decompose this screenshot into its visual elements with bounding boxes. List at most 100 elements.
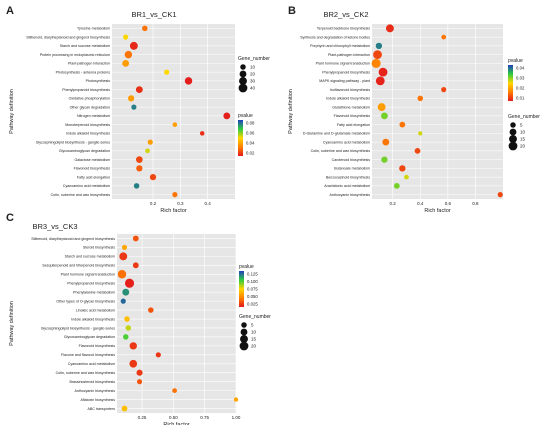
y-tick-label: Phenylalanine metabolism [73, 290, 115, 294]
size-legend-dot [509, 135, 517, 143]
data-point [497, 192, 503, 198]
size-legend-label: 10 [520, 130, 526, 135]
size-legend-dot [239, 341, 249, 351]
data-point [393, 182, 400, 189]
data-point [132, 235, 139, 242]
data-point [375, 42, 383, 50]
data-point [124, 50, 133, 59]
x-tick-label: 0.75 [200, 415, 209, 420]
data-point [145, 148, 150, 154]
y-tick-label: Linoleic acid metabolism [76, 308, 115, 312]
size-legend-label: 20 [251, 344, 257, 349]
size-legend-dot [238, 83, 248, 93]
data-point [172, 122, 178, 127]
y-tick-label: Other types of O-glycan biosynthesis [56, 299, 115, 303]
y-tick-label: Cyanoamino acid metabolism [323, 140, 370, 144]
data-point [132, 262, 139, 269]
data-point [385, 24, 394, 33]
color-legend-bar [508, 65, 513, 101]
y-tick-label: Fatty acid elongation [77, 175, 110, 179]
color-legend-bar [239, 271, 244, 307]
size-legend-title: Gene_number [508, 114, 540, 120]
data-point [121, 244, 128, 251]
color-legend-tick: 0.050 [247, 294, 258, 299]
y-tick-label: Phenylpropanoid biosynthesis [62, 88, 110, 92]
data-point [128, 95, 135, 102]
y-tick-label: Plant hormone signal transduction [316, 62, 370, 66]
data-point [131, 104, 137, 110]
y-tick-label: Benzoxazinoid biosynthesis [326, 175, 370, 179]
y-tick-label: Glycosaminoglycan degradation [59, 149, 110, 153]
x-tick-label: 1.00 [232, 415, 241, 420]
chart-panel-1: A BR1_vs_CK1 0.2 0.3 0.4 Rich factor Pathway d… [6, 5, 270, 214]
color-legend-title: pvalue [239, 264, 254, 270]
color-legend-tick: 0.06 [246, 131, 255, 136]
x-tick-label: 0.8 [472, 201, 479, 206]
y-axis-label: Pathway definition [9, 89, 15, 134]
data-point [117, 270, 127, 279]
data-point [399, 165, 406, 172]
y-tick-label: Stilbenoid, diarylheptanoid and gingerol… [26, 35, 110, 39]
data-point [148, 307, 154, 313]
y-tick-label: Cutin, suberine and wax biosynthesis [51, 193, 111, 197]
color-legend-title: pvalue [508, 58, 523, 64]
y-tick-label: Anthocyanin biosynthesis [329, 193, 370, 197]
data-point [122, 59, 130, 67]
y-tick-label: Aflatoxin biosynthesis [80, 398, 115, 402]
y-tick-label: Butanoate metabolism [334, 167, 370, 171]
data-point [136, 369, 143, 376]
data-point [199, 131, 205, 136]
data-point [377, 103, 386, 112]
size-legend-label: 15 [520, 137, 526, 142]
size-legend-dot [510, 122, 516, 128]
y-tick-label: Other glycan degradation [70, 105, 110, 109]
y-tick-label: Anthocyanin biosynthesis [74, 389, 115, 393]
x-axis-label: Rich factor [160, 208, 186, 214]
plot-area [112, 24, 235, 199]
panel-letter: A [6, 5, 14, 17]
y-tick-label: ABC transporters [87, 407, 115, 411]
y-tick-label: Photosynthesis - antenna proteins [56, 70, 111, 74]
color-legend-tick: 0.075 [247, 287, 258, 292]
data-point [129, 41, 138, 50]
data-point [136, 379, 143, 385]
y-tick-label: Plant hormone signal transduction [61, 273, 115, 277]
y-tick-label: Synthesis and degradation of ketone bodi… [300, 35, 370, 39]
chart-panel-3: C BR3_vs_CK3 0.25 0.50 0.75 1.00 Rich factor Pa… [6, 212, 271, 425]
data-point [164, 69, 170, 75]
y-tick-label: Protein processing in endoplasmic reticu… [40, 53, 110, 57]
data-point [149, 174, 157, 181]
y-tick-label: Flavone and flavonol biosynthesis [61, 353, 115, 357]
chart-title: BR3_vs_CK3 [32, 222, 77, 231]
size-legend-label: 20 [520, 144, 526, 149]
x-tick-label: 0.50 [169, 415, 178, 420]
y-tick-label: Cutin, suberine and wax biosynthesis [56, 371, 116, 375]
y-tick-label: MAPK signaling pathway - plant [319, 79, 370, 83]
y-tick-label: Porphyrin and chlorophyll metabolism [310, 44, 370, 48]
size-legend-label: 30 [250, 79, 256, 84]
y-tick-label: Flavonoid biosynthesis [334, 114, 371, 118]
y-tick-label: D-Glutamine and D-glutamate metabolism [303, 132, 370, 136]
data-point [223, 112, 231, 120]
y-tick-label: Tyrosine metabolism [77, 27, 110, 31]
y-tick-label: Glycosphingolipid biosynthesis - ganglio… [41, 326, 116, 330]
data-point [129, 342, 137, 350]
y-tick-label: Plant-pathogen interaction [328, 53, 370, 57]
size-legend-label: 5 [520, 123, 523, 128]
data-point [375, 76, 385, 86]
size-legend-label: 40 [250, 86, 256, 91]
data-point [371, 58, 381, 68]
color-legend-tick: 0.04 [516, 66, 525, 71]
y-tick-label: Flavonoid biosynthesis [74, 167, 111, 171]
y-axis-label: Pathway definition [9, 301, 15, 346]
y-tick-label: Sesquiterpenoid and triterpenoid biosynt… [42, 264, 115, 268]
data-point [378, 67, 388, 77]
data-point [135, 86, 143, 94]
data-point [122, 288, 130, 296]
panel-letter: B [288, 5, 296, 17]
y-tick-label: Flavonoid biosynthesis [79, 344, 116, 348]
data-point [184, 77, 193, 85]
y-tick-label: Starch and sucrose metabolism [65, 255, 115, 259]
data-point [119, 252, 128, 261]
y-axis-label: Pathway definition [288, 89, 294, 134]
